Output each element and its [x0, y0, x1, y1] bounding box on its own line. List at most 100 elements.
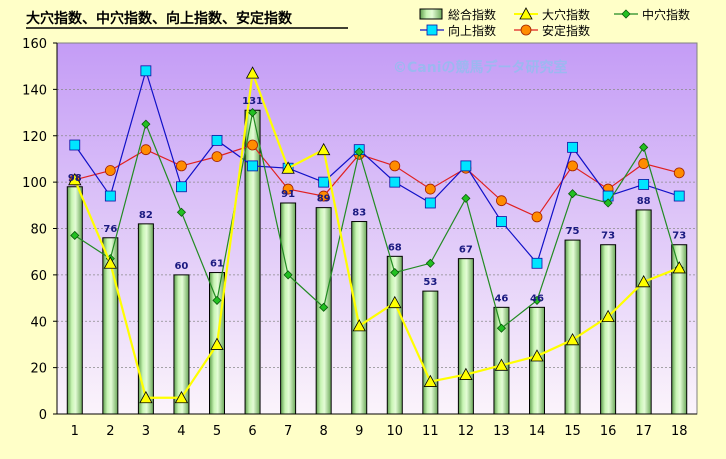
bar-value-label: 88: [637, 196, 651, 207]
circle-marker: [424, 183, 436, 195]
data-labels: 98 76 82 60 61 131 91 89 83 68 53 67 46 46 75 73 88 73: [68, 96, 686, 304]
bar-value-label: 98: [68, 173, 82, 184]
bar-value-label: 61: [210, 259, 224, 270]
triangle-marker: [139, 390, 153, 404]
y-tick-label: 160: [22, 37, 47, 52]
diamond-marker: [425, 258, 435, 268]
triangle-marker: [530, 349, 544, 362]
square-marker: [424, 197, 436, 209]
x-tick-label: 10: [387, 424, 404, 439]
diamond-marker: [176, 207, 187, 217]
circle-marker: [211, 151, 223, 163]
square-marker: [247, 160, 258, 172]
y-tick-label: 20: [30, 362, 47, 377]
legend-entry: 大穴指数: [514, 7, 590, 22]
series-line: [73, 72, 680, 399]
diamond-marker: [247, 107, 258, 118]
square-marker: [211, 134, 223, 146]
bar-value-label: 82: [139, 210, 153, 221]
bar-value-label: 73: [672, 231, 686, 242]
bar-value-label: 60: [174, 261, 188, 272]
triangle-marker: [68, 172, 82, 186]
diamond-marker: [567, 189, 578, 199]
line-series: [68, 65, 686, 404]
bar: [600, 244, 617, 415]
bar-value-label: 73: [601, 231, 615, 242]
series-circle: [69, 139, 685, 223]
triangle-marker: [210, 337, 224, 350]
x-tick-label: 14: [529, 424, 546, 439]
legend-marker: [519, 7, 533, 20]
triangle-marker: [494, 358, 509, 371]
circle-marker: [389, 160, 401, 172]
x-tick-label: 2: [106, 424, 114, 439]
diamond-marker: [354, 147, 364, 157]
bar: [351, 221, 368, 415]
square-marker: [496, 216, 507, 227]
series-line: [74, 144, 680, 218]
x-tick-label: 4: [177, 424, 185, 439]
circle-marker: [318, 190, 330, 202]
diamond-marker: [319, 302, 329, 312]
bar-value-label: 53: [423, 277, 437, 288]
x-tick-label: 11: [422, 424, 439, 439]
bar-value-label: 131: [242, 96, 263, 107]
bar-value-label: 75: [566, 226, 580, 237]
bar: [66, 186, 83, 415]
y-tick-label: 0: [39, 408, 47, 423]
bar-value-label: 76: [103, 224, 117, 235]
series-triangle: [68, 66, 686, 404]
square-marker: [104, 190, 116, 202]
x-tick-label: 6: [248, 424, 256, 439]
diamond-marker: [283, 270, 293, 280]
bar: [386, 255, 403, 415]
triangle-marker: [103, 256, 118, 269]
triangle-marker: [459, 367, 473, 380]
square-marker: [567, 141, 578, 153]
bar-value-label: 91: [281, 189, 295, 200]
x-tick-label: 18: [671, 424, 688, 439]
triangle-marker: [316, 142, 331, 156]
y-tick-label: 100: [22, 176, 47, 191]
circle-marker: [247, 139, 258, 151]
bar: [422, 290, 439, 415]
x-tick-label: 9: [355, 424, 363, 439]
gridlines: [57, 88, 697, 369]
diamond-marker: [70, 230, 80, 241]
x-tick-label: 17: [635, 424, 652, 439]
circle-marker: [673, 167, 685, 179]
triangle-marker: [636, 274, 651, 288]
bar: [564, 239, 581, 415]
bar: [244, 109, 261, 415]
legend-label: 総合指数: [448, 7, 496, 22]
square-marker: [673, 190, 685, 202]
triangle-marker: [672, 261, 686, 274]
x-tick-label: 7: [284, 424, 292, 439]
y-tick-label: 60: [30, 269, 47, 284]
triangle-marker: [601, 309, 615, 323]
triangle-marker: [281, 161, 295, 174]
y-tick-label: 80: [30, 223, 47, 238]
diamond-marker: [461, 193, 471, 203]
triangle-marker: [388, 295, 402, 309]
x-axis: 1 2 3 4 5 6 7 8 9 10 11 12 13 14 15 16 17 18: [57, 413, 697, 439]
bar: [280, 202, 297, 415]
square-marker: [460, 160, 472, 172]
x-tick-label: 1: [71, 424, 79, 439]
triangle-marker: [352, 319, 366, 332]
triangle-marker: [423, 374, 438, 387]
bar-value-label: 89: [317, 194, 331, 205]
bar: [635, 209, 652, 415]
legend-label: 中穴指数: [642, 7, 690, 22]
series-line: [74, 112, 680, 330]
x-tick-label: 5: [213, 424, 221, 439]
bar: [457, 258, 474, 415]
diamond-marker: [212, 295, 222, 305]
triangle-marker: [174, 390, 189, 404]
x-tick-label: 8: [320, 424, 328, 439]
y-axis: 0 20 40 60 80 100 120 140 160: [22, 37, 58, 423]
bar-value-label: 68: [388, 242, 402, 253]
triangle-marker: [245, 66, 260, 79]
x-tick-label: 3: [142, 424, 150, 439]
circle-marker: [140, 144, 152, 156]
